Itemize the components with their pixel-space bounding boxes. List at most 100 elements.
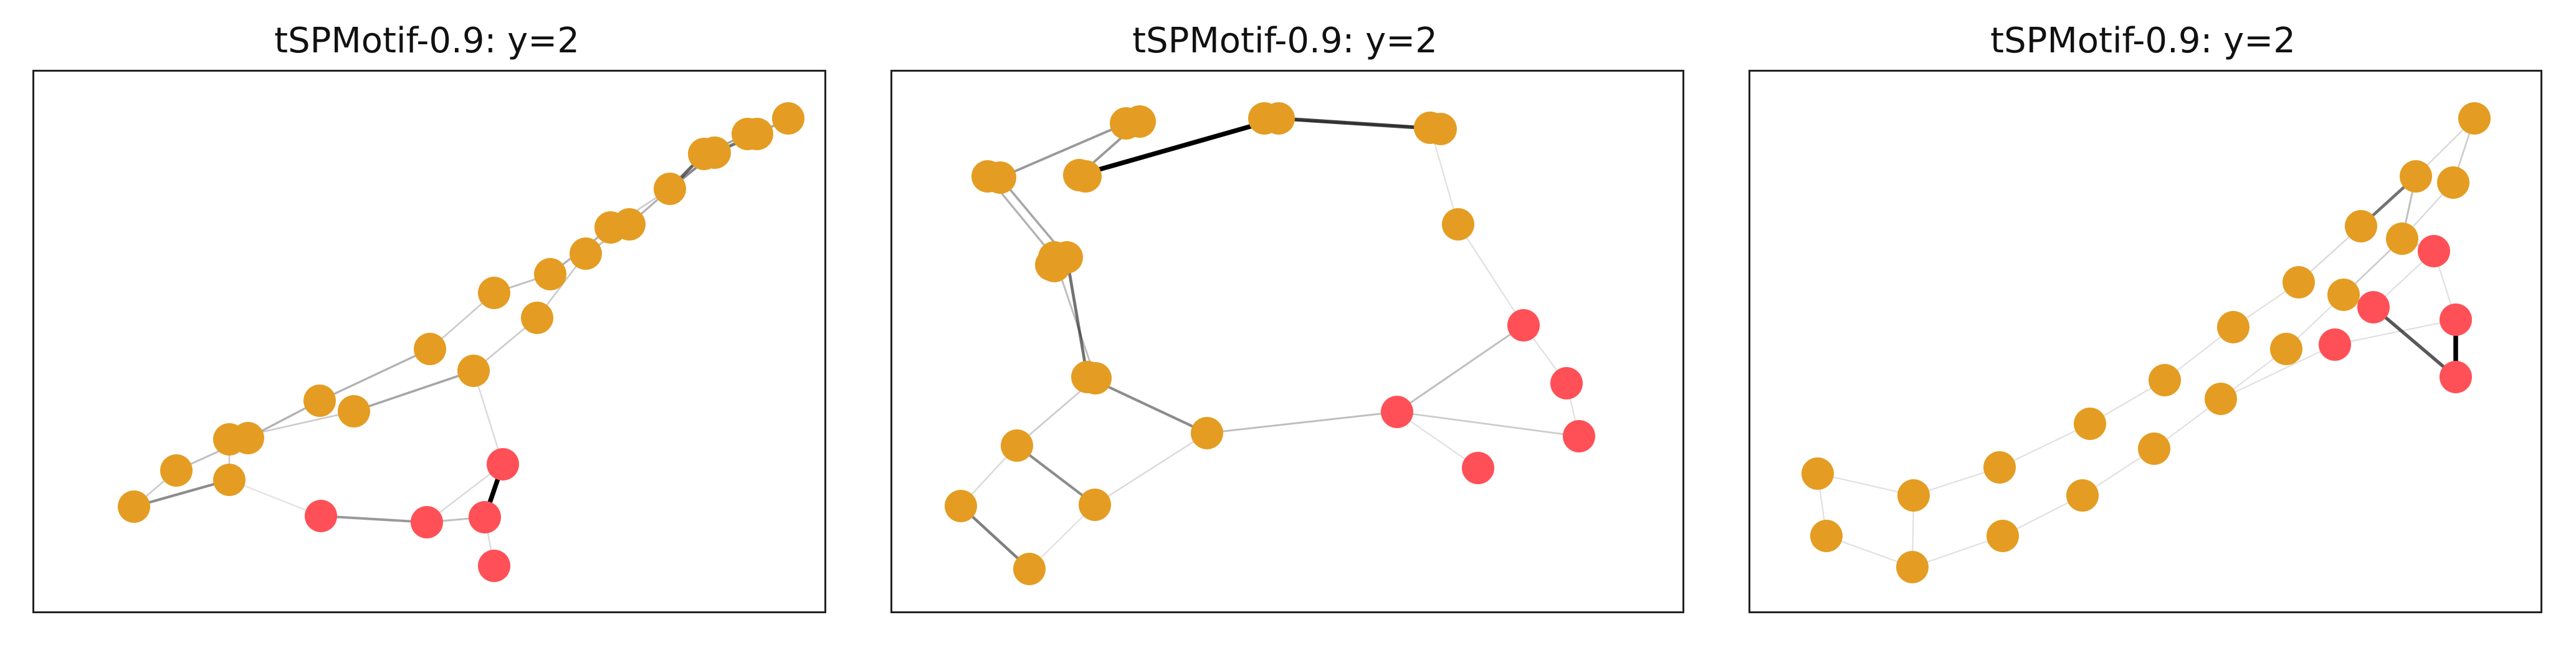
panel-title: tSPMotif-0.9: y=2	[1132, 21, 1438, 61]
graph-edge	[1278, 117, 1441, 131]
graph-edge	[1078, 116, 1280, 178]
graph-node	[971, 160, 1004, 193]
motif-node	[2440, 303, 2472, 336]
nodes-group	[118, 102, 804, 582]
graph-node	[2437, 166, 2469, 199]
graph-edge	[1396, 324, 1524, 413]
graph-node	[1079, 362, 1112, 394]
graph-node	[2327, 279, 2360, 311]
motif-node	[2319, 328, 2351, 361]
motif-node	[411, 506, 443, 538]
graph-node	[772, 102, 804, 135]
graph-node	[570, 237, 602, 270]
graph-node	[2074, 408, 2106, 440]
graph-node	[654, 173, 686, 205]
graph-edge	[353, 370, 474, 413]
graph-canvas	[118, 102, 804, 582]
graph-node	[1414, 112, 1446, 144]
graph-edge	[2220, 343, 2335, 400]
motif-node	[487, 448, 519, 480]
graph-edge	[1206, 411, 1398, 434]
nodes-group	[1801, 102, 2491, 583]
motif-node	[1462, 452, 1494, 484]
motif-node	[1507, 309, 1540, 342]
graph-edge	[472, 370, 504, 465]
motif-node	[1381, 396, 1413, 428]
graph-node	[1896, 551, 1929, 583]
graph-node	[478, 277, 510, 309]
graph-node	[1442, 208, 1474, 241]
graph-node	[213, 423, 246, 456]
graph-node	[688, 138, 720, 170]
graph-node	[1079, 489, 1111, 521]
motif-node	[469, 501, 501, 533]
graph-node	[160, 454, 193, 487]
graph-edge	[1016, 444, 1096, 506]
graph-node	[1897, 479, 1930, 512]
graph-node	[1069, 160, 1102, 193]
graph-edge	[1396, 411, 1479, 469]
graph-node	[732, 118, 764, 150]
graph-edge	[2372, 305, 2457, 379]
graph-node	[303, 385, 336, 417]
motif-node	[2357, 291, 2390, 323]
graph-edge	[1999, 423, 2091, 468]
graph-node	[1801, 457, 1834, 490]
graph-canvas	[1801, 102, 2491, 583]
motif-node	[1550, 367, 1583, 399]
graph-node	[2386, 222, 2418, 255]
graph-node	[594, 211, 627, 244]
graph-node	[1038, 250, 1071, 282]
graph-node	[2345, 210, 2377, 242]
graph-node	[1248, 102, 1281, 135]
panel-title: tSPMotif-0.9: y=2	[1990, 21, 2296, 61]
graph-node	[2205, 383, 2237, 415]
nodes-group	[945, 102, 1595, 585]
graph-edge	[1457, 224, 1524, 326]
graph-panel-2: tSPMotif-0.9: y=2	[883, 0, 1687, 645]
graph-node	[1987, 520, 2019, 552]
graph-node	[534, 258, 566, 290]
graph-node	[1810, 520, 1843, 552]
graph-canvas	[945, 102, 1595, 585]
graph-node	[521, 302, 553, 334]
graph-frame	[32, 70, 826, 613]
panel-title: tSPMotif-0.9: y=2	[274, 21, 580, 61]
graph-node	[1001, 429, 1033, 462]
graph-node	[213, 464, 246, 496]
graph-edge	[999, 122, 1127, 179]
graph-panel-1: tSPMotif-0.9: y=2	[25, 0, 829, 645]
graph-node	[338, 395, 370, 428]
motif-node	[305, 500, 337, 532]
graph-node	[2149, 364, 2181, 396]
graph-edge	[229, 479, 322, 517]
graph-edge	[1094, 432, 1208, 506]
graph-frame	[890, 70, 1684, 613]
graph-node	[2138, 432, 2170, 465]
motif-node	[2418, 235, 2450, 267]
graph-node	[1191, 417, 1223, 449]
graph-edge	[1065, 257, 1089, 378]
graph-node	[118, 490, 150, 523]
graph-node	[2400, 160, 2432, 193]
graph-node	[1983, 451, 2016, 484]
graph-frame	[1748, 70, 2542, 613]
edges-group	[960, 116, 1580, 570]
motif-node	[1563, 420, 1595, 452]
edges-group	[133, 117, 789, 566]
graph-panel-3: tSPMotif-0.9: y=2	[1741, 0, 2545, 645]
graph-node	[2066, 479, 2099, 512]
graph-edge	[2334, 318, 2456, 346]
graph-edge	[133, 478, 230, 509]
graph-node	[1013, 553, 1046, 585]
graph-edge	[1817, 472, 1914, 497]
graph-edge	[319, 348, 431, 402]
graph-node	[2270, 333, 2302, 365]
graph-node	[945, 490, 977, 522]
graph-edge	[1396, 411, 1580, 437]
graph-edge	[320, 515, 427, 523]
motif-node	[478, 550, 510, 582]
graph-node	[457, 355, 490, 387]
graph-node	[2283, 266, 2315, 299]
motif-node	[2440, 361, 2472, 393]
